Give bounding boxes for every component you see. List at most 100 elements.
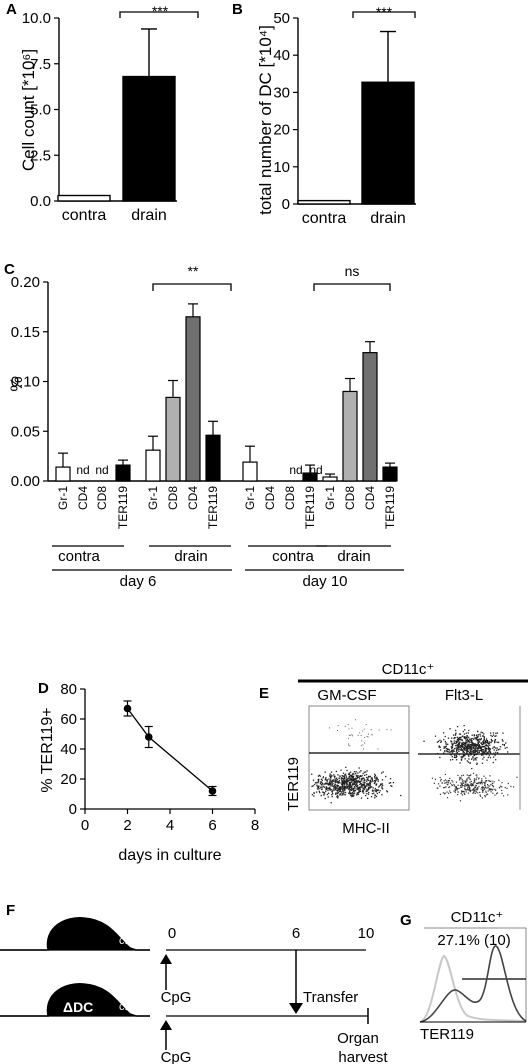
panel-e-dot xyxy=(341,781,344,783)
panel-e-dot xyxy=(460,782,462,784)
panel-e-dot xyxy=(482,735,484,737)
panel-c-group-contra-2: contra xyxy=(272,548,314,565)
panel-e-dot xyxy=(341,783,344,785)
panel-e-dot xyxy=(479,735,482,737)
panel-e-dot xyxy=(486,740,489,742)
panel-e-dot xyxy=(454,786,457,788)
panel-e-dot xyxy=(437,740,440,743)
panel-label-g: G xyxy=(400,912,412,929)
panel-e-dot xyxy=(476,757,478,759)
panel-e-dot xyxy=(468,777,470,779)
panel-e-dot xyxy=(493,749,495,751)
panel-e-dot xyxy=(475,785,478,787)
panel-e-dot xyxy=(355,777,358,780)
panel-e-dot xyxy=(471,745,473,747)
panel-e-dot xyxy=(361,783,364,786)
panel-e-dot xyxy=(342,772,345,774)
panel-e-dot xyxy=(464,785,466,788)
panel-e-dot xyxy=(494,741,496,744)
panel-e-dot xyxy=(475,789,477,791)
panel-d-y-tick-label: 0 xyxy=(69,801,77,818)
panel-e-dot xyxy=(496,792,499,794)
panel-e-dot xyxy=(363,788,366,791)
panel-e-dot xyxy=(484,742,486,744)
panel-e-dot xyxy=(444,740,447,743)
panel-e-dot xyxy=(359,775,361,777)
panel-e-dot xyxy=(490,788,492,790)
panel-e-dot xyxy=(320,783,322,786)
panel-e-dot xyxy=(352,775,355,777)
panel-e-dot xyxy=(334,787,337,789)
panel-e-dot xyxy=(482,754,484,756)
panel-e-dot xyxy=(327,792,330,794)
panel-e-dot xyxy=(352,793,354,795)
panel-d-point xyxy=(144,733,153,741)
panel-e-dot xyxy=(475,737,477,739)
panel-e-dot xyxy=(355,719,357,721)
panel-e-dot xyxy=(485,786,487,788)
panel-e-dot xyxy=(458,748,460,751)
panel-e-dot xyxy=(364,742,366,744)
panel-e-dot xyxy=(473,778,475,780)
panel-e-dot xyxy=(439,793,442,795)
panel-c-significance-day10: ns xyxy=(345,263,360,279)
panel-e-dot xyxy=(495,789,497,791)
panel-e-dot xyxy=(342,785,344,787)
panel-e-dot xyxy=(320,794,322,797)
panel-e-dot xyxy=(326,793,328,796)
panel-c-group-drain-1: drain xyxy=(174,548,207,565)
panel-e-dot xyxy=(471,744,473,746)
panel-e-dot xyxy=(454,737,456,739)
panel-e-dot xyxy=(363,777,365,780)
panel-e-dot xyxy=(444,782,446,784)
panel-e-dot xyxy=(463,748,465,750)
panel-e-dot xyxy=(332,789,334,792)
panel-e-dot xyxy=(475,790,477,792)
panel-e-right-title: Flt3-L xyxy=(445,687,483,704)
panel-a-ylabel: Cell count [*10⁶] xyxy=(19,49,38,171)
panel-e-dot xyxy=(455,729,457,732)
panel-d-x-tick-label: 2 xyxy=(123,817,131,834)
panel-e-dot xyxy=(344,785,347,788)
panel-e-dot xyxy=(323,794,325,796)
panel-e-dot xyxy=(501,786,503,788)
panel-e-dot xyxy=(456,744,458,746)
panel-e-dot xyxy=(336,781,338,784)
cpg-label-2: CpG xyxy=(161,1049,192,1064)
panel-e-dot xyxy=(484,749,486,751)
panel-e-dot xyxy=(475,778,477,780)
panel-g-histogram-control xyxy=(419,954,527,1023)
panel-e-dot xyxy=(360,785,362,788)
panel-e-dot xyxy=(481,752,484,754)
panel-e-dot xyxy=(316,784,318,786)
panel-e-dot xyxy=(473,784,475,786)
panel-e-dot xyxy=(481,786,483,789)
panel-c-bar xyxy=(55,466,71,482)
panel-e-dot xyxy=(341,780,344,782)
panel-e-dot xyxy=(447,737,450,739)
panel-e-dot xyxy=(446,780,448,782)
panel-e-dot xyxy=(463,724,465,727)
panel-e-dot xyxy=(363,787,365,789)
panel-e-dot xyxy=(343,777,346,779)
panel-e-dot xyxy=(334,789,336,791)
panel-e-dot xyxy=(488,741,491,743)
panel-e-dot xyxy=(482,735,485,737)
panel-e-dot xyxy=(331,782,333,784)
panel-e-dot xyxy=(473,746,475,748)
panel-e-dot xyxy=(444,735,446,738)
panel-e-dot xyxy=(484,783,486,785)
panel-e-dot xyxy=(337,785,339,787)
panel-e-dot xyxy=(330,777,332,779)
panel-c-x-tick-label: TER119 xyxy=(303,486,317,529)
panel-e-dot xyxy=(455,732,457,734)
panel-g-header: CD11c⁺ xyxy=(451,909,504,926)
panel-c-x-tick-label: TER119 xyxy=(206,486,220,529)
panel-e-dot xyxy=(445,743,447,745)
panel-b-y-tick-label: 40 xyxy=(273,47,290,64)
panel-e-dot xyxy=(341,775,343,777)
panel-e-dot xyxy=(490,738,492,741)
panel-e-dot xyxy=(369,780,371,783)
panel-e-dot xyxy=(367,785,369,787)
panel-e-dot xyxy=(459,776,461,778)
